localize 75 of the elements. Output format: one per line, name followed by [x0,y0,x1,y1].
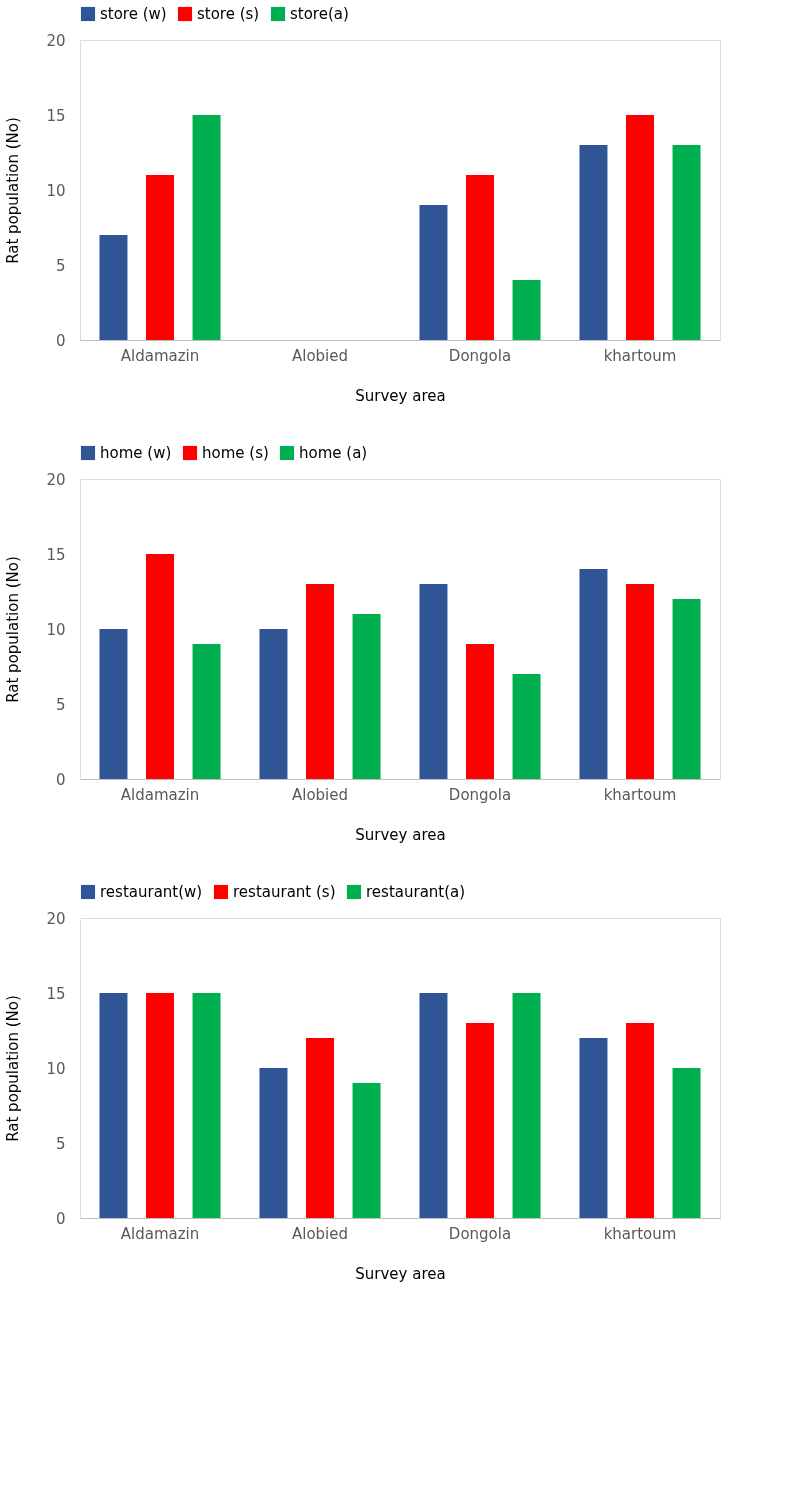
legend-label: restaurant (s) [233,883,336,901]
bar [259,629,288,779]
x-tick-label: Dongola [448,1224,512,1243]
y-axis-title: Rat population (No) [4,117,23,264]
y-tick-label: 20 [46,31,66,50]
bar [512,280,541,340]
legend-label: home (s) [202,444,269,462]
bar [99,993,128,1218]
bar [146,554,174,779]
x-tick-label: khartoum [603,1224,677,1243]
bar [306,1038,334,1218]
x-axis-title: Survey area [355,386,446,405]
bar [306,584,334,779]
bar [192,115,221,340]
bar [419,584,448,779]
x-tick-label: khartoum [603,785,677,804]
x-tick-label: Alobied [291,785,349,804]
bar [672,145,701,340]
bar [352,1083,381,1218]
y-tick-label: 15 [46,984,66,1003]
x-tick-label: Dongola [448,785,512,804]
x-tick-label: khartoum [603,346,677,365]
y-tick-label: 0 [55,1209,66,1228]
legend-label: store(a) [290,5,349,23]
y-tick-label: 15 [46,545,66,564]
legend-label: restaurant(a) [366,883,466,901]
y-tick-label: 10 [46,1059,66,1078]
legend-label: home (a) [299,444,368,462]
bar [626,1023,654,1218]
y-tick-label: 0 [55,331,66,350]
bar [192,993,221,1218]
bar [672,1068,701,1218]
x-tick-label: Aldamazin [120,346,200,365]
bar [579,145,608,340]
y-tick-label: 5 [55,695,66,714]
bar [626,584,654,779]
y-tick-label: 15 [46,106,66,125]
bar [512,993,541,1218]
bar [466,644,494,779]
bar [352,614,381,779]
bar [466,175,494,340]
x-axis-title: Survey area [355,1264,446,1283]
bar [626,115,654,340]
bar [466,1023,494,1218]
x-tick-label: Alobied [291,1224,349,1243]
y-tick-label: 0 [55,770,66,789]
bar [512,674,541,779]
bar [672,599,701,779]
bar [579,1038,608,1218]
legend-label: home (w) [100,444,172,462]
bar [579,569,608,779]
bar [419,993,448,1218]
bar [99,629,128,779]
y-axis-title: Rat population (No) [4,995,23,1142]
legend-label: store (w) [100,5,167,23]
y-tick-label: 20 [46,470,66,489]
y-tick-label: 5 [55,1134,66,1153]
x-axis-title: Survey area [355,825,446,844]
y-tick-label: 10 [46,620,66,639]
x-tick-label: Aldamazin [120,785,200,804]
y-tick-label: 10 [46,181,66,200]
bar [259,1068,288,1218]
x-tick-label: Alobied [291,346,349,365]
y-tick-label: 20 [46,909,66,928]
bar [146,175,174,340]
y-axis-title: Rat population (No) [4,556,23,703]
x-tick-label: Dongola [448,346,512,365]
bar [99,235,128,340]
y-tick-label: 5 [55,256,66,275]
legend-label: restaurant(w) [100,883,203,901]
x-tick-label: Aldamazin [120,1224,200,1243]
bar [419,205,448,340]
bar [146,993,174,1218]
bar [192,644,221,779]
legend-label: store (s) [197,5,260,23]
